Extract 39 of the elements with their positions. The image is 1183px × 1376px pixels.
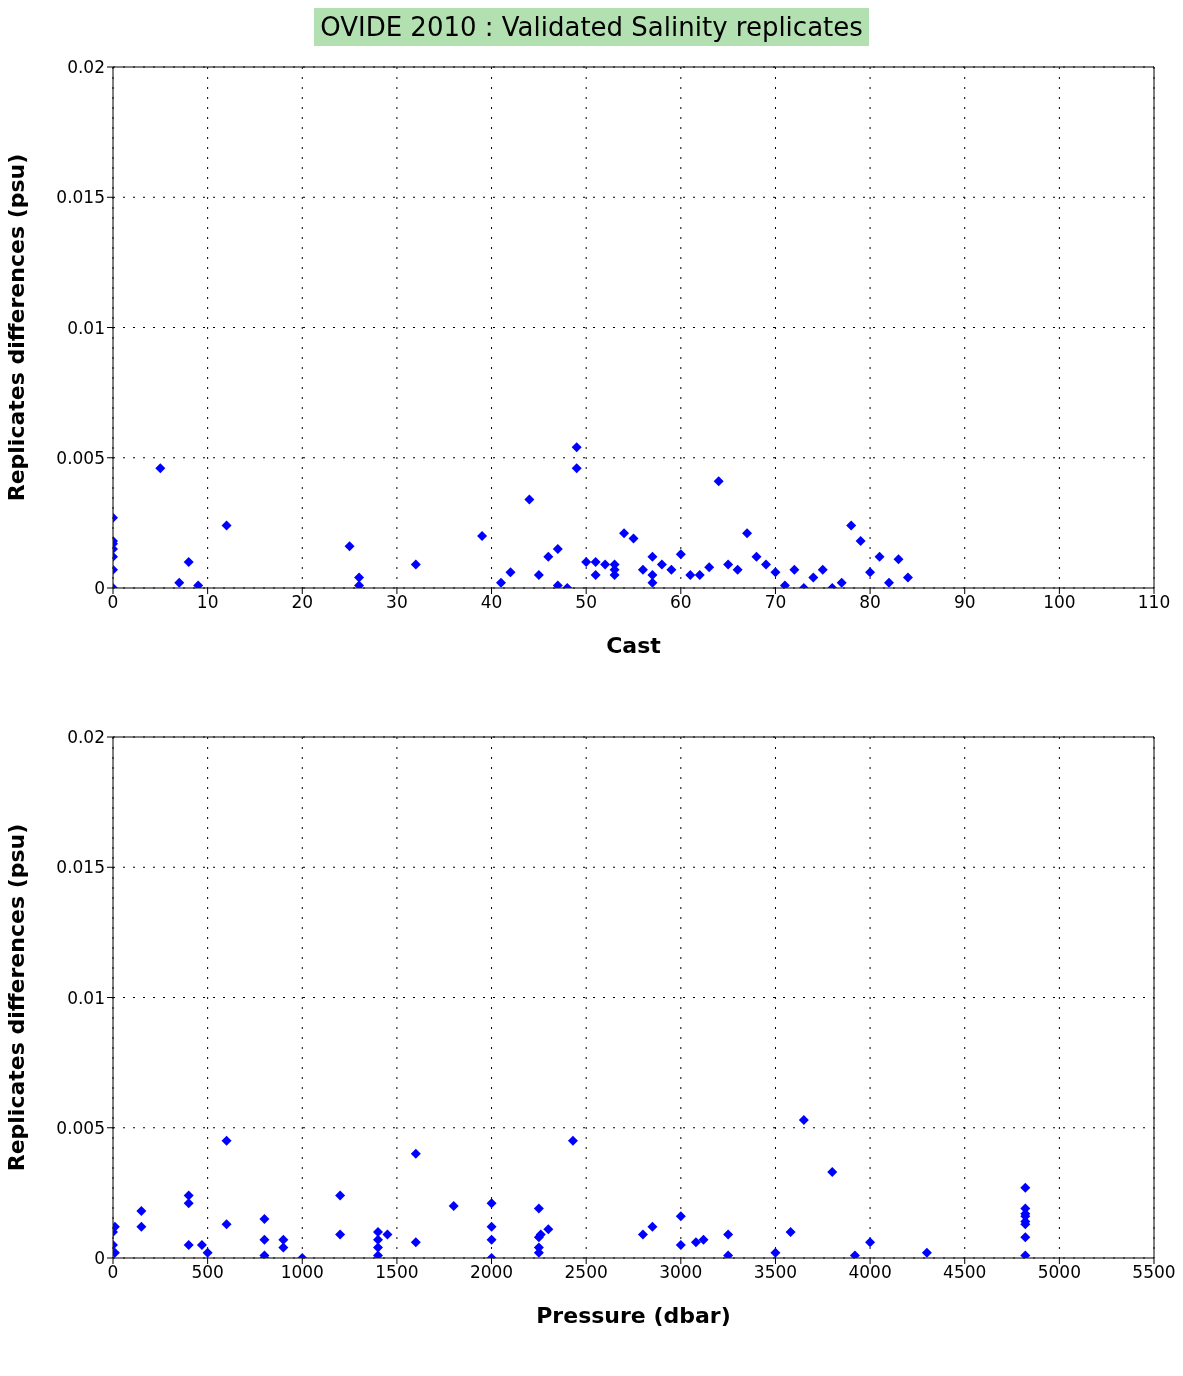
x-tick-label: 500 <box>191 1262 224 1283</box>
y-tick-label: 0.02 <box>67 727 105 748</box>
y-tick-label: 0 <box>94 578 105 599</box>
x-tick-label: 3500 <box>753 1262 798 1283</box>
x-tick-label: 50 <box>575 592 597 613</box>
x-tick-label: 30 <box>386 592 408 613</box>
x-tick-label: 4000 <box>848 1262 892 1283</box>
y-tick-label: 0 <box>94 1248 105 1269</box>
y-tick-label: 0.015 <box>56 857 105 878</box>
x-tick-label: 10 <box>196 592 219 613</box>
x-axis-title: Pressure (dbar) <box>536 1303 731 1328</box>
x-tick-label: 5500 <box>1132 1262 1176 1283</box>
y-tick-label: 0.015 <box>56 187 105 208</box>
y-tick-label: 0.005 <box>56 1117 105 1138</box>
x-tick-label: 0 <box>107 1262 119 1283</box>
y-tick-label: 0.01 <box>67 317 105 338</box>
x-tick-label: 110 <box>1137 592 1171 613</box>
x-tick-label: 90 <box>953 592 976 613</box>
x-tick-label: 20 <box>291 592 314 613</box>
x-tick-label: 4500 <box>943 1262 987 1283</box>
y-tick-label: 0.005 <box>56 447 105 468</box>
y-axis-title: Replicates differences (psu) <box>3 823 29 1172</box>
y-tick-label: 0.02 <box>67 57 105 78</box>
x-tick-label: 70 <box>764 592 787 613</box>
x-tick-label: 3000 <box>659 1262 703 1283</box>
x-tick-label: 1500 <box>375 1262 419 1283</box>
y-axis-title: Replicates differences (psu) <box>3 153 29 502</box>
x-tick-label: 40 <box>480 592 503 613</box>
x-tick-label: 0 <box>107 592 119 613</box>
x-tick-label: 80 <box>859 592 881 613</box>
chart-title: OVIDE 2010 : Validated Salinity replicates <box>314 8 869 46</box>
x-tick-label: 5000 <box>1037 1262 1081 1283</box>
x-tick-label: 100 <box>1043 592 1076 613</box>
x-tick-label: 1000 <box>280 1262 324 1283</box>
x-tick-label: 2000 <box>469 1262 514 1283</box>
x-tick-label: 60 <box>670 592 692 613</box>
x-tick-label: 2500 <box>564 1262 608 1283</box>
y-tick-label: 0.01 <box>67 987 105 1008</box>
x-axis-title: Cast <box>606 633 662 658</box>
